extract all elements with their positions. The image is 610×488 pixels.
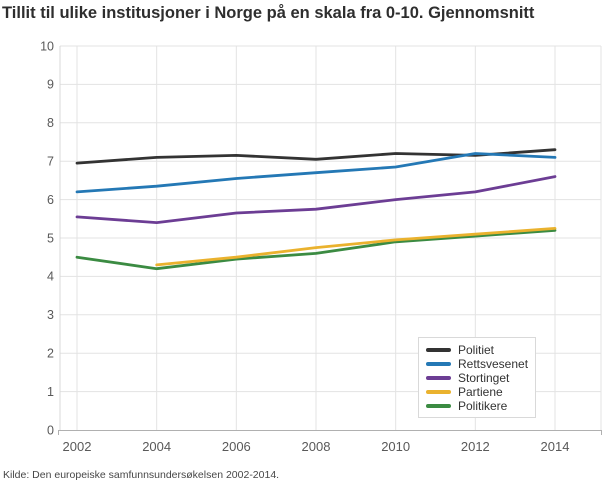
series-line-politiet — [75, 148, 557, 165]
legend-swatch-icon — [426, 362, 451, 366]
legend-swatch-icon — [426, 376, 451, 380]
legend-label: Politiet — [458, 343, 495, 357]
legend-swatch-icon — [426, 348, 451, 352]
legend-item-partiene[interactable]: Partiene — [426, 385, 528, 399]
y-axis-tick-label: 7 — [47, 155, 54, 169]
series-line-stortinget — [75, 175, 557, 225]
x-axis-tick-label: 2014 — [541, 439, 570, 454]
source-note: Kilde: Den europeiske samfunnsundersøkel… — [3, 469, 280, 481]
series-line-politikere — [75, 228, 557, 271]
y-axis-tick-label: 9 — [47, 78, 54, 92]
legend-item-stortinget[interactable]: Stortinget — [426, 371, 528, 385]
legend-item-rettsvesenet[interactable]: Rettsvesenet — [426, 357, 528, 371]
y-axis-tick-label: 10 — [40, 39, 54, 53]
y-axis-tick-label: 5 — [47, 231, 54, 245]
y-axis-tick-label: 3 — [47, 308, 54, 322]
series-line-rettsvesenet — [75, 152, 557, 194]
x-axis-tick-label: 2012 — [461, 439, 490, 454]
legend-swatch-icon — [426, 390, 451, 394]
legend: Politiet Rettsvesenet Stortinget Partiene Po… — [418, 337, 536, 418]
y-axis-tick-label: 6 — [47, 193, 54, 207]
x-axis-tick-label: 2008 — [302, 439, 331, 454]
legend-item-politiet[interactable]: Politiet — [426, 343, 528, 357]
x-axis-tick-label: 2002 — [63, 439, 92, 454]
legend-swatch-icon — [426, 404, 451, 408]
y-axis-tick-label: 2 — [47, 347, 54, 361]
legend-label: Rettsvesenet — [458, 357, 529, 371]
x-axis-tick-label: 2006 — [222, 439, 251, 454]
x-axis-tick-label: 2004 — [142, 439, 171, 454]
legend-label: Politikere — [458, 399, 508, 413]
y-axis-tick-label: 4 — [47, 270, 54, 284]
legend-label: Stortinget — [458, 371, 510, 385]
x-axis-tick-label: 2010 — [381, 439, 410, 454]
y-axis-tick-label: 8 — [47, 116, 54, 130]
legend-item-politikere[interactable]: Politikere — [426, 399, 528, 413]
series-line-partiene — [155, 226, 557, 267]
legend-label: Partiene — [458, 385, 503, 399]
chart-title: Tillit til ulike institusjoner i Norge p… — [2, 4, 535, 22]
y-axis-tick-label: 0 — [47, 423, 54, 437]
y-axis-tick-label: 1 — [47, 385, 54, 399]
